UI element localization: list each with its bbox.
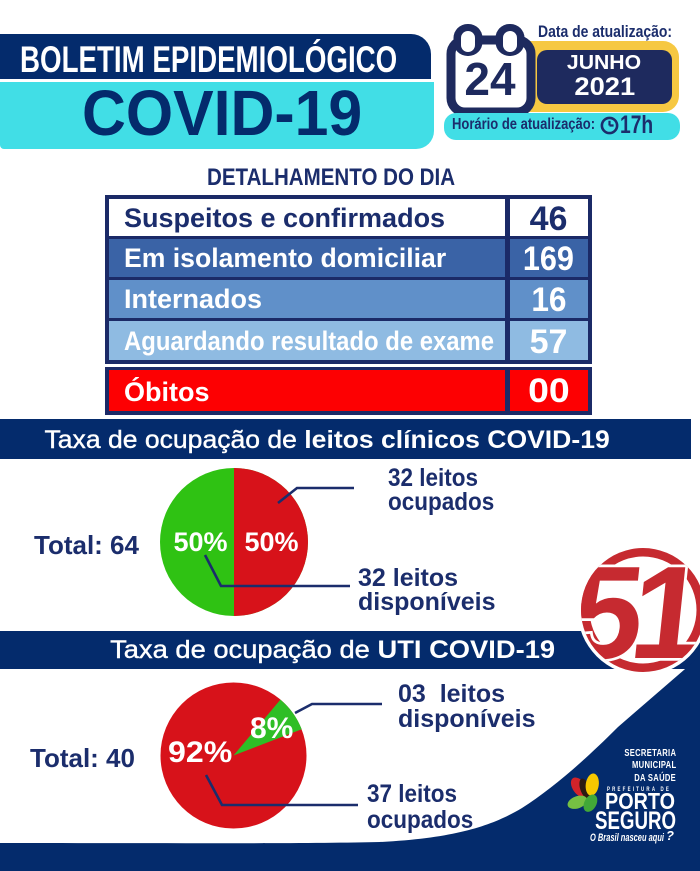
svg-text:24: 24 [464, 53, 516, 105]
svg-text:PREFEITURA DE: PREFEITURA DE [607, 786, 671, 793]
svg-text:O Brasil nasceu aqui: O Brasil nasceu aqui [590, 832, 665, 844]
svg-text:PORTO: PORTO [605, 788, 675, 814]
svg-text:51: 51 [575, 542, 700, 678]
svg-text:?: ? [666, 828, 674, 843]
svg-text:SEGURO: SEGURO [595, 807, 676, 835]
